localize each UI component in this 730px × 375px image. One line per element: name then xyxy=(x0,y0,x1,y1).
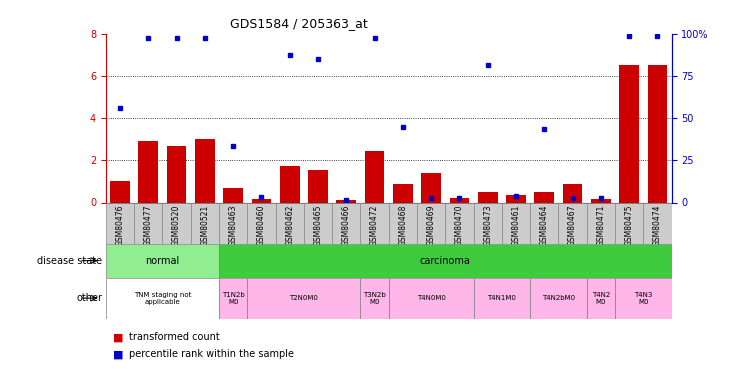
Text: GDS1584 / 205363_at: GDS1584 / 205363_at xyxy=(231,17,368,30)
Bar xyxy=(534,192,554,202)
FancyBboxPatch shape xyxy=(276,202,304,244)
Text: GSM80474: GSM80474 xyxy=(653,205,662,246)
Text: T4N2bM0: T4N2bM0 xyxy=(542,295,575,301)
Text: disease state: disease state xyxy=(37,256,102,266)
Text: other: other xyxy=(76,293,102,303)
FancyBboxPatch shape xyxy=(558,202,587,244)
Bar xyxy=(337,200,356,202)
Text: GSM80521: GSM80521 xyxy=(200,205,210,246)
Text: GSM80461: GSM80461 xyxy=(512,205,520,246)
FancyBboxPatch shape xyxy=(587,202,615,244)
Text: transformed count: transformed count xyxy=(129,333,220,342)
FancyBboxPatch shape xyxy=(106,244,219,278)
FancyBboxPatch shape xyxy=(332,202,361,244)
FancyBboxPatch shape xyxy=(530,202,558,244)
Text: TNM staging not
applicable: TNM staging not applicable xyxy=(134,292,191,304)
Bar xyxy=(195,139,215,202)
Text: normal: normal xyxy=(145,256,180,266)
FancyBboxPatch shape xyxy=(106,202,134,244)
Bar xyxy=(619,65,639,203)
Text: GSM80463: GSM80463 xyxy=(228,205,238,246)
Text: GSM80469: GSM80469 xyxy=(426,205,436,246)
Bar xyxy=(223,188,243,202)
Text: GSM80462: GSM80462 xyxy=(285,205,294,246)
Bar xyxy=(393,183,412,203)
Text: GSM80464: GSM80464 xyxy=(539,205,549,246)
Text: ■: ■ xyxy=(113,333,123,342)
Text: T2N0M0: T2N0M0 xyxy=(289,295,318,301)
Bar xyxy=(450,198,469,202)
FancyBboxPatch shape xyxy=(502,202,530,244)
Text: GSM80467: GSM80467 xyxy=(568,205,577,246)
FancyBboxPatch shape xyxy=(474,202,502,244)
FancyBboxPatch shape xyxy=(417,202,445,244)
FancyBboxPatch shape xyxy=(247,202,276,244)
Bar xyxy=(563,183,583,203)
Bar xyxy=(280,166,299,202)
Text: T4N3
M0: T4N3 M0 xyxy=(634,292,653,304)
Text: GSM80472: GSM80472 xyxy=(370,205,379,246)
Text: T4N1M0: T4N1M0 xyxy=(488,295,516,301)
FancyBboxPatch shape xyxy=(388,278,474,319)
FancyBboxPatch shape xyxy=(191,202,219,244)
FancyBboxPatch shape xyxy=(445,202,474,244)
Text: GSM80477: GSM80477 xyxy=(144,205,153,246)
FancyBboxPatch shape xyxy=(361,202,388,244)
Text: GSM80520: GSM80520 xyxy=(172,205,181,246)
Text: T3N2b
M0: T3N2b M0 xyxy=(364,292,386,304)
FancyBboxPatch shape xyxy=(474,278,530,319)
FancyBboxPatch shape xyxy=(388,202,417,244)
FancyBboxPatch shape xyxy=(304,202,332,244)
Bar xyxy=(365,151,385,202)
Text: T1N2b
M0: T1N2b M0 xyxy=(222,292,245,304)
Bar xyxy=(139,141,158,202)
FancyBboxPatch shape xyxy=(587,278,615,319)
Bar xyxy=(166,146,186,202)
Text: percentile rank within the sample: percentile rank within the sample xyxy=(129,350,294,359)
FancyBboxPatch shape xyxy=(643,202,672,244)
Bar xyxy=(252,200,272,202)
Bar xyxy=(421,173,441,202)
FancyBboxPatch shape xyxy=(219,244,672,278)
Bar xyxy=(308,170,328,202)
Text: GSM80466: GSM80466 xyxy=(342,205,351,246)
Text: ■: ■ xyxy=(113,350,123,359)
FancyBboxPatch shape xyxy=(247,278,361,319)
FancyBboxPatch shape xyxy=(219,278,247,319)
Text: GSM80473: GSM80473 xyxy=(483,205,492,246)
FancyBboxPatch shape xyxy=(361,278,388,319)
Text: GSM80465: GSM80465 xyxy=(313,205,323,246)
Bar xyxy=(110,182,130,203)
FancyBboxPatch shape xyxy=(219,202,247,244)
Text: carcinoma: carcinoma xyxy=(420,256,471,266)
Text: GSM80470: GSM80470 xyxy=(455,205,464,246)
FancyBboxPatch shape xyxy=(615,278,672,319)
Bar xyxy=(478,192,498,202)
Text: GSM80468: GSM80468 xyxy=(399,205,407,246)
FancyBboxPatch shape xyxy=(163,202,191,244)
Text: GSM80471: GSM80471 xyxy=(596,205,605,246)
Text: T4N0M0: T4N0M0 xyxy=(417,295,445,301)
FancyBboxPatch shape xyxy=(106,278,219,319)
Bar xyxy=(591,200,611,202)
FancyBboxPatch shape xyxy=(615,202,643,244)
Text: GSM80476: GSM80476 xyxy=(115,205,125,246)
Bar xyxy=(506,195,526,202)
Bar xyxy=(648,65,667,203)
FancyBboxPatch shape xyxy=(134,202,163,244)
FancyBboxPatch shape xyxy=(530,278,587,319)
Text: T4N2
M0: T4N2 M0 xyxy=(592,292,610,304)
Text: GSM80475: GSM80475 xyxy=(625,205,634,246)
Text: GSM80460: GSM80460 xyxy=(257,205,266,246)
